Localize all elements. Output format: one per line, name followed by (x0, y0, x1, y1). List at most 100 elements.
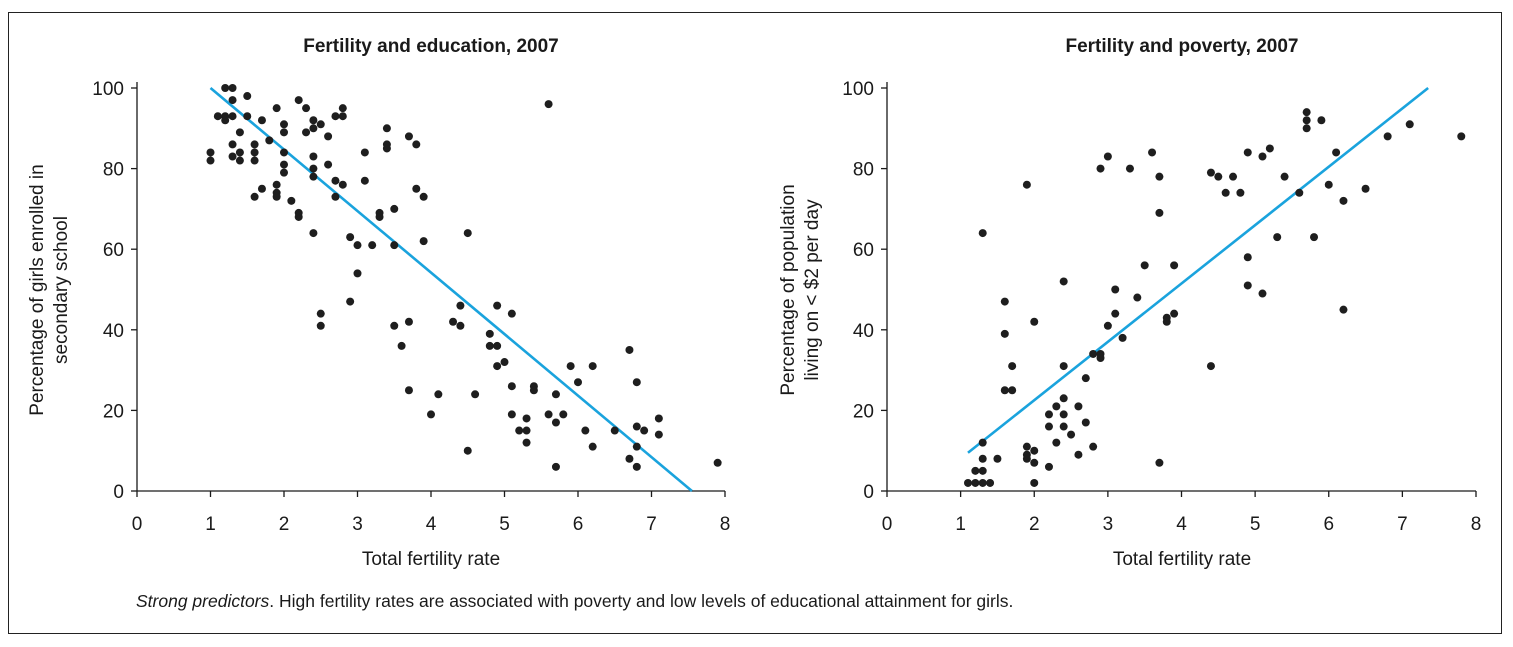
data-point (588, 362, 597, 371)
chart-fertility-education: Fertility and education, 2007 Percentage… (27, 36, 730, 570)
data-point (1383, 132, 1392, 141)
chart-fertility-poverty: Fertility and poverty, 2007 Percentage o… (778, 36, 1481, 570)
data-point (625, 454, 634, 463)
data-point (1339, 305, 1348, 314)
data-point (978, 438, 987, 447)
data-point (419, 192, 428, 201)
data-point (1022, 442, 1031, 451)
data-point (1059, 410, 1068, 419)
y-tick-label: 80 (853, 160, 874, 181)
data-point (294, 96, 303, 105)
data-point (346, 233, 355, 242)
data-point (257, 184, 266, 193)
data-point (1140, 261, 1149, 270)
data-point (654, 414, 663, 423)
data-point (309, 172, 318, 181)
data-point (1111, 285, 1120, 294)
data-point (1229, 172, 1238, 181)
data-point (978, 229, 987, 238)
data-point (1074, 402, 1083, 411)
data-point (221, 116, 230, 125)
chart-title: Fertility and poverty, 2007 (1065, 36, 1298, 57)
data-point (324, 160, 333, 169)
x-tick-label: 2 (279, 514, 290, 535)
data-point (1008, 362, 1017, 371)
data-point (1243, 281, 1252, 290)
x-tick-label: 7 (1397, 514, 1408, 535)
data-point (544, 100, 553, 109)
data-point (1125, 164, 1134, 173)
data-point (993, 454, 1002, 463)
y-axis-label-line1: Percentage of population (778, 184, 799, 395)
y-axis-label-line1: Percentage of girls enrolled in (27, 164, 48, 415)
data-point (1000, 329, 1009, 338)
data-point (338, 104, 347, 113)
data-point (1067, 430, 1076, 439)
x-tick-label: 8 (1471, 514, 1482, 535)
data-point (309, 164, 318, 173)
data-point (250, 156, 259, 165)
data-point (1030, 317, 1039, 326)
data-point (280, 120, 288, 129)
data-point (397, 341, 406, 350)
data-point (625, 345, 634, 354)
data-point (978, 454, 987, 463)
data-point (1103, 321, 1112, 330)
data-point (529, 386, 538, 395)
y-tick-label: 40 (103, 321, 124, 342)
data-point (316, 120, 325, 129)
data-point (1089, 349, 1098, 358)
data-point (1361, 184, 1370, 193)
y-tick-label: 100 (842, 79, 874, 100)
x-tick-label: 6 (573, 514, 584, 535)
data-point (485, 329, 494, 338)
data-point (250, 140, 259, 149)
data-point (1221, 188, 1230, 197)
data-point (1059, 277, 1068, 286)
caption-lead: Strong predictors (136, 591, 270, 611)
data-point (566, 362, 575, 371)
data-point (382, 124, 391, 133)
data-point (280, 128, 288, 137)
y-tick-label: 0 (113, 482, 124, 503)
data-point (1324, 180, 1333, 189)
data-point (1081, 374, 1090, 383)
y-tick-label: 80 (103, 160, 124, 181)
data-point (1052, 438, 1061, 447)
x-tick-label: 6 (1323, 514, 1334, 535)
data-point (404, 317, 413, 326)
data-point (1111, 309, 1120, 318)
data-point (449, 317, 458, 326)
x-axis-label: Total fertility rate (1113, 549, 1251, 570)
data-point (1405, 120, 1414, 129)
data-point (235, 148, 244, 157)
data-point (485, 341, 494, 350)
data-point (338, 180, 347, 189)
trend-line (209, 87, 693, 492)
data-point (302, 128, 311, 137)
trend-line (967, 86, 1429, 454)
data-point (1457, 132, 1466, 141)
data-point (243, 92, 252, 101)
data-point (1044, 462, 1053, 471)
data-point (309, 124, 318, 133)
data-point (986, 478, 995, 487)
data-point (338, 112, 347, 121)
data-point (1096, 164, 1105, 173)
data-point (493, 341, 502, 350)
data-point (1317, 116, 1326, 125)
data-point (434, 390, 443, 399)
data-point (294, 212, 303, 221)
data-point (228, 152, 237, 161)
x-tick-label: 5 (1250, 514, 1261, 535)
data-point (280, 168, 288, 177)
x-tick-label: 1 (955, 514, 966, 535)
data-point (1170, 261, 1179, 270)
data-point (309, 229, 318, 238)
data-point (368, 241, 377, 250)
data-point (235, 128, 244, 137)
data-point (324, 132, 333, 141)
data-point (588, 442, 597, 451)
x-tick-label: 3 (352, 514, 363, 535)
data-point (1074, 450, 1083, 459)
